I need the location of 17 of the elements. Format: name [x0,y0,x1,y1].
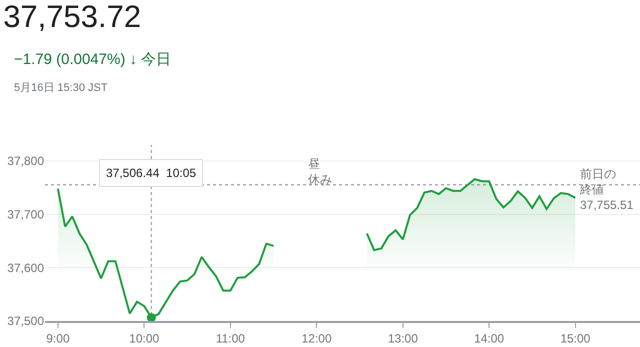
text: 5月16日 15:30 JST [14,82,108,94]
x-tick-label: 13:00 [388,331,418,346]
y-tick-label: 37,700 [7,208,44,222]
x-tick-label: 12:00 [302,331,332,346]
chart-subtitle: −1.79 (0.0047%) ↓ 今日 [14,51,172,68]
annotation: 昼休み [308,157,332,187]
x-tick-label: 10:00 [129,331,160,346]
x-tick-label: 9:00 [46,331,70,346]
y-tick-label: 37,600 [7,260,44,275]
y-tick-label: 37,800 [7,154,44,168]
x-tick-label: 15:00 [560,331,591,346]
x-tick-label: 14:00 [474,331,504,346]
chart-title: 37,753.72 [3,0,142,34]
y-tick-label: 37,500 [7,314,44,328]
ref-line-label: 前日の終値37,755.51 [579,167,634,212]
x-tick-label: 11:00 [216,331,246,346]
annotation: 37,506.44 10:05 [106,166,196,180]
